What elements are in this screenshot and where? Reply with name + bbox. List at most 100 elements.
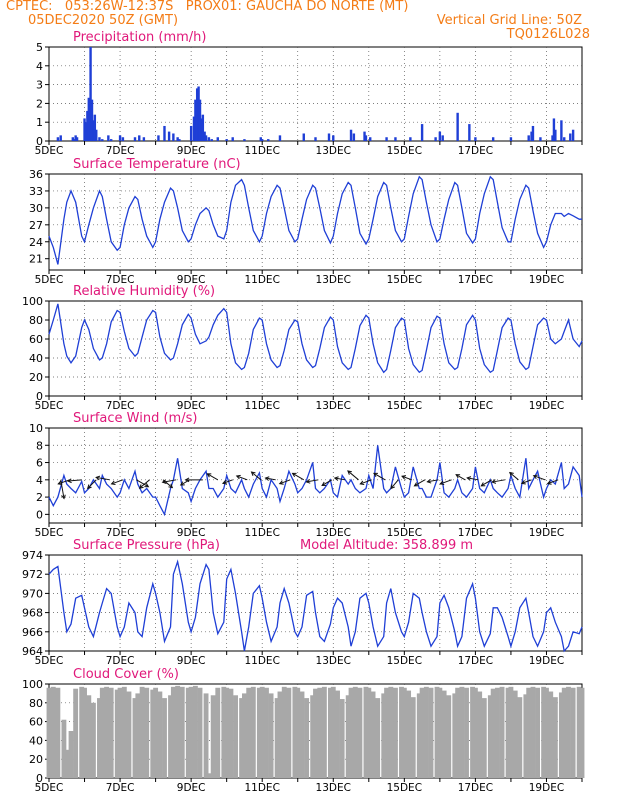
precip-bar	[133, 137, 137, 141]
panel-wind: 0 2 4 6 8 10 5DEC 7DEC 9DEC 11DEC 13DEC 15DEC 17DEC 1…	[29, 422, 583, 539]
x-tick-label: 13DEC	[316, 145, 351, 157]
precip-bar	[539, 137, 542, 141]
cloud-cover-bar	[104, 686, 109, 778]
cloud-cover-bar	[541, 686, 547, 778]
cloud-cover-bar	[162, 698, 167, 778]
cloud-cover-bar	[82, 687, 87, 778]
precip-bar	[551, 135, 554, 141]
wind-vector	[334, 477, 346, 481]
precip-bar	[74, 135, 77, 141]
precip-bar	[207, 137, 211, 141]
wind-vector-head	[347, 470, 352, 475]
precip-bar	[438, 131, 442, 141]
precip-bar	[172, 133, 175, 141]
y-tick-label: 80	[29, 314, 43, 327]
wind-vector-head	[278, 480, 284, 485]
precip-bar	[101, 139, 104, 141]
y-tick-label: 970	[22, 587, 43, 600]
precip-bar	[468, 124, 471, 141]
x-tick-label: 15DEC	[387, 527, 422, 539]
wind-vector	[373, 472, 386, 481]
cloud-cover-bar	[224, 687, 230, 778]
cloud-cover-bar	[277, 691, 283, 778]
precip-bar	[178, 139, 181, 141]
cloud-cover-bar	[175, 685, 181, 778]
wind-vector	[521, 479, 532, 484]
x-tick-label: 19DEC	[529, 145, 564, 157]
cloud-cover-bar	[416, 693, 422, 778]
wind-vector-head	[333, 476, 339, 481]
x-tick-label: 11DEC	[244, 655, 279, 667]
cloud-cover-bar	[73, 688, 79, 778]
cloud-cover-bar	[86, 695, 92, 778]
wind-vector-head	[138, 484, 144, 489]
y-tick-label: 2	[36, 97, 43, 110]
x-tick-label: 13DEC	[316, 274, 351, 286]
x-tick-label: 19DEC	[529, 527, 564, 539]
cloud-cover-bar	[419, 687, 425, 778]
precip-bar	[210, 139, 213, 141]
cloud-cover-bar	[335, 690, 340, 778]
cloud-cover-bar	[512, 690, 518, 778]
x-tick-label: 9DEC	[177, 145, 206, 157]
y-tick-label: 5	[36, 41, 43, 54]
x-tick-label: 9DEC	[177, 400, 206, 412]
wind-vector-head	[373, 472, 378, 478]
cloud-cover-bar	[250, 686, 256, 778]
cloud-cover-bar	[566, 686, 571, 778]
cloud-cover-bar	[345, 695, 351, 778]
cloud-cover-bar	[179, 686, 185, 778]
wind-vector-head	[66, 478, 72, 484]
wind-vector-head	[61, 494, 66, 500]
panel-title: Surface Wind (m/s)	[73, 411, 197, 426]
wind-vector	[58, 479, 70, 485]
header: CPTEC: 053:26W-12:37S PROX01: GAUCHA DO …	[0, 0, 618, 44]
cloud-cover-bar	[99, 687, 105, 778]
panel-title: Cloud Cover (%)	[73, 667, 179, 682]
wind-vector-head	[532, 474, 538, 480]
wind-vector	[481, 479, 492, 487]
precip-bar	[95, 129, 98, 141]
x-tick-label: 13DEC	[316, 527, 351, 539]
x-tick-label: 7DEC	[106, 782, 135, 794]
cloud-cover-bar	[446, 695, 452, 778]
x-tick-label: 9DEC	[177, 527, 206, 539]
cloud-cover-bar	[481, 698, 487, 778]
cloud-cover-bar	[508, 686, 514, 778]
cloud-cover-bar	[206, 773, 212, 778]
x-tick-label: 17DEC	[458, 655, 493, 667]
precip-bar	[314, 137, 317, 141]
cloud-cover-bar	[259, 686, 265, 778]
precip-bar	[394, 137, 397, 141]
cloud-cover-bar	[203, 693, 209, 778]
precip-bar	[491, 137, 495, 141]
wind-vector-head	[110, 480, 116, 486]
x-tick-label: 5DEC	[35, 527, 64, 539]
cloud-cover-bar	[281, 686, 287, 778]
cloud-cover-bar	[548, 691, 554, 778]
cloud-cover-bar	[535, 687, 541, 778]
cloud-cover-bar	[388, 686, 394, 778]
cloud-cover-bar	[239, 698, 245, 778]
precip-bar	[189, 125, 193, 141]
cloud-cover-bar	[55, 687, 61, 778]
wind-vector	[279, 479, 291, 485]
x-tick-label: 17DEC	[458, 400, 493, 412]
cloud-cover-bar	[246, 687, 252, 778]
cloud-cover-bar	[576, 686, 582, 778]
x-tick-label: 7DEC	[106, 145, 135, 157]
precip-bar	[89, 47, 92, 141]
cloud-cover-bar	[144, 687, 150, 778]
cloud-cover-bar	[530, 686, 536, 778]
cloud-cover-bar	[384, 687, 389, 778]
cloud-cover-bar	[117, 687, 123, 778]
x-tick-label: 7DEC	[106, 274, 135, 286]
precip-bar	[93, 114, 97, 141]
cloud-cover-bar	[464, 687, 469, 778]
wind-vector	[467, 477, 479, 481]
precip-bar	[243, 139, 246, 141]
cloud-cover-bar	[157, 691, 163, 778]
y-tick-label: 100	[22, 678, 43, 691]
y-tick-label: 8	[36, 439, 43, 452]
wind-vector-head	[184, 477, 190, 483]
